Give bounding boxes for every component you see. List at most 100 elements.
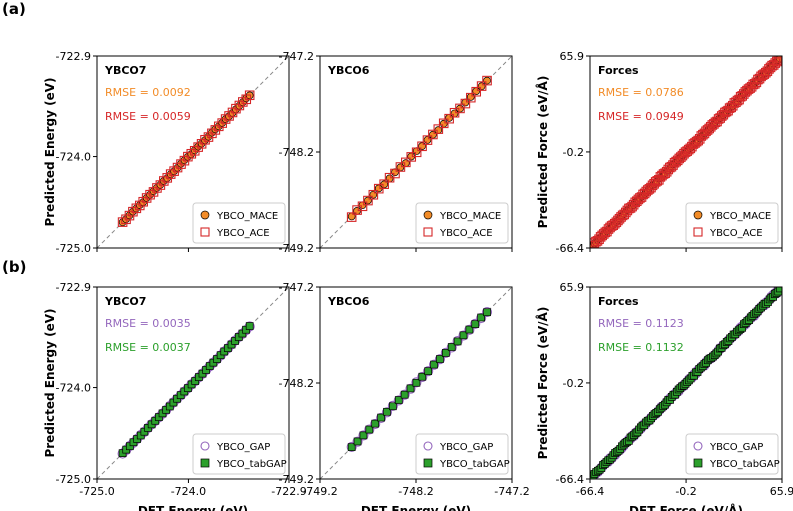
data-point bbox=[346, 441, 357, 453]
data-point bbox=[455, 103, 465, 114]
rmse-annotation: RMSE = 0.0092 bbox=[105, 86, 191, 99]
data-point bbox=[359, 431, 368, 440]
data-point bbox=[244, 90, 255, 101]
data-point bbox=[446, 342, 457, 353]
x-tick-label: -0.2 bbox=[675, 485, 696, 498]
data-points bbox=[346, 75, 492, 222]
legend: YBCO_GAP YBCO_tabGAP bbox=[192, 433, 287, 475]
legend-marker bbox=[200, 458, 210, 468]
data-point bbox=[352, 436, 363, 447]
data-points bbox=[117, 321, 255, 459]
data-point bbox=[772, 56, 782, 67]
y-tick-label: 65.9 bbox=[560, 281, 585, 294]
data-point bbox=[165, 169, 176, 179]
data-point bbox=[483, 76, 491, 85]
legend-label: YBCO_tabGAP bbox=[709, 459, 780, 470]
data-point bbox=[220, 114, 231, 124]
y-tick-label: -748.2 bbox=[279, 377, 314, 390]
legend-box bbox=[685, 202, 779, 244]
x-tick-label: -747.2 bbox=[494, 485, 529, 498]
data-point bbox=[464, 324, 475, 335]
data-point bbox=[370, 418, 381, 429]
x-tick-label: -725.0 bbox=[79, 485, 114, 498]
row-label: (a) bbox=[2, 0, 26, 18]
data-point bbox=[141, 193, 152, 203]
legend-box bbox=[685, 433, 779, 475]
data-points bbox=[346, 306, 493, 453]
rmse-annotation: RMSE = 0.0786 bbox=[598, 86, 684, 99]
data-point bbox=[433, 124, 444, 134]
y-tick-label: -66.4 bbox=[556, 473, 584, 486]
data-point bbox=[169, 166, 179, 176]
legend: YBCO_GAP YBCO_tabGAP bbox=[415, 433, 510, 475]
panel-label: YBCO6 bbox=[327, 295, 370, 308]
y-tick-label: -749.2 bbox=[279, 473, 314, 486]
data-point bbox=[357, 201, 368, 212]
panel-label: YBCO6 bbox=[327, 64, 370, 77]
x-tick-label: -749.2 bbox=[302, 485, 337, 498]
y-tick-label: -722.9 bbox=[56, 281, 91, 294]
data-point bbox=[439, 119, 448, 128]
legend-label: YBCO_GAP bbox=[709, 442, 763, 453]
data-point bbox=[417, 141, 427, 152]
data-point bbox=[369, 190, 378, 199]
data-point bbox=[471, 86, 482, 97]
data-point bbox=[377, 413, 385, 422]
data-points bbox=[590, 56, 782, 248]
y-tick-label: -722.9 bbox=[56, 50, 91, 63]
panel-b-ybco7: -725.0 -724.0 -722.9 -722.9 -724.0 -725.0 YBCO… bbox=[43, 281, 307, 511]
data-point bbox=[412, 378, 421, 387]
rmse-annotation: RMSE = 0.0949 bbox=[598, 110, 684, 123]
data-point bbox=[152, 183, 162, 193]
panel-a-forces: 65.9 -0.2 -66.4 Forces RMSE = 0.0786 RMSE = 0… bbox=[535, 50, 783, 255]
legend-label: YBCO_ACE bbox=[709, 228, 763, 239]
data-point bbox=[400, 390, 409, 399]
data-point bbox=[476, 313, 487, 324]
data-point bbox=[368, 189, 379, 200]
data-point bbox=[411, 147, 422, 158]
data-point bbox=[773, 56, 782, 65]
panel-label: Forces bbox=[598, 295, 639, 308]
rmse-annotation: RMSE = 0.1132 bbox=[598, 341, 684, 354]
data-point bbox=[460, 98, 471, 109]
data-point bbox=[364, 424, 375, 435]
x-axis-label: DFT Energy (eV) bbox=[361, 504, 471, 511]
legend: YBCO_GAP YBCO_tabGAP bbox=[685, 433, 780, 475]
data-point bbox=[453, 337, 462, 346]
y-tick-label: -749.2 bbox=[279, 242, 314, 255]
data-point bbox=[346, 212, 357, 222]
legend-marker bbox=[423, 210, 433, 220]
x-tick-label: -724.0 bbox=[171, 485, 206, 498]
data-point bbox=[405, 383, 416, 394]
data-point bbox=[128, 206, 138, 217]
x-tick-label: 65.9 bbox=[770, 485, 793, 498]
data-point bbox=[399, 389, 410, 400]
data-point bbox=[776, 287, 782, 293]
data-point bbox=[200, 134, 210, 145]
data-point bbox=[452, 335, 463, 347]
legend-label: YBCO_ACE bbox=[439, 228, 493, 239]
data-point bbox=[353, 437, 362, 446]
data-point bbox=[483, 308, 491, 317]
panel-b-ybco6: -749.2 -748.2 -747.2 -747.2 -748.2 -749.2 YBCO… bbox=[279, 281, 530, 511]
panel-b-forces: -66.4 -0.2 65.9 65.9 -0.2 -66.4 Forces RMSE = 0… bbox=[535, 281, 793, 511]
y-axis-label: Predicted Energy (eV) bbox=[43, 77, 57, 226]
legend-box bbox=[192, 433, 286, 475]
data-point bbox=[363, 195, 373, 206]
x-axis-label: DFT Energy (eV) bbox=[138, 504, 248, 511]
y-axis-label: Predicted Force (eV/Å) bbox=[535, 76, 550, 229]
data-point bbox=[131, 203, 142, 214]
x-tick-label: -66.4 bbox=[576, 485, 604, 498]
data-point bbox=[379, 179, 389, 189]
data-point bbox=[145, 189, 155, 200]
data-point bbox=[238, 97, 248, 107]
data-point bbox=[428, 129, 438, 140]
y-tick-label: -724.0 bbox=[56, 151, 91, 164]
panel-label: YBCO7 bbox=[104, 64, 146, 77]
legend-box bbox=[415, 202, 509, 244]
data-point bbox=[134, 200, 145, 211]
legend-marker bbox=[200, 441, 210, 451]
data-point bbox=[385, 174, 394, 183]
y-tick-label: -66.4 bbox=[556, 242, 584, 255]
